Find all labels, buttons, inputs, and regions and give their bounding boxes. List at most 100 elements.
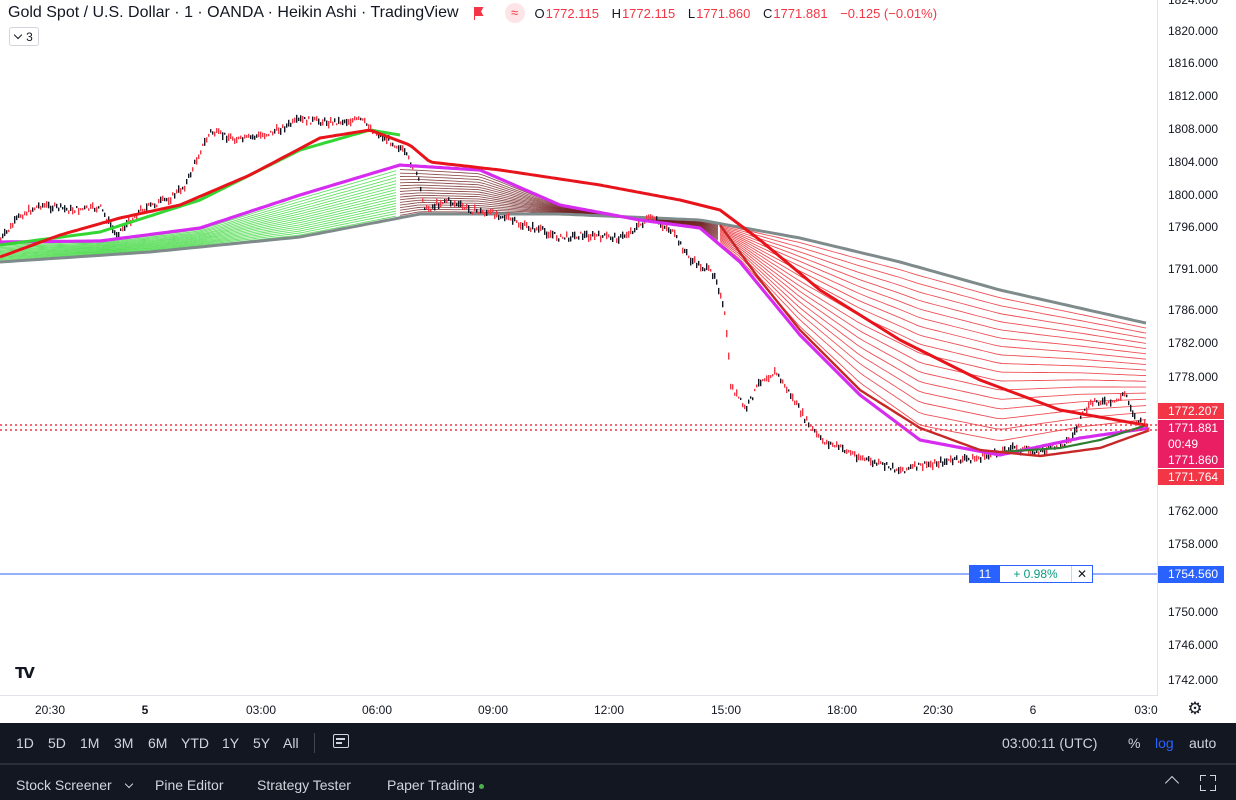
price-tick-label: 1808.000 [1168,122,1219,136]
candle [378,132,380,139]
candle [226,135,228,143]
candle [620,234,622,238]
range-button-1y[interactable]: 1Y [222,735,240,751]
ribbon-line [719,225,1147,334]
range-button-5d[interactable]: 5D [48,735,66,751]
tab-pine-editor[interactable]: Pine Editor [155,777,224,793]
candle [136,214,138,220]
candle [876,462,878,466]
candle [826,439,828,445]
candle [756,384,758,388]
candle [804,418,806,424]
candle [478,211,480,215]
candle [592,231,594,237]
symbol-title[interactable]: Gold Spot / U.S. Dollar · 1 · OANDA · He… [8,4,459,21]
candle [774,367,776,375]
candle [770,375,772,379]
candle [298,117,300,121]
candle [444,199,446,203]
range-button-1m[interactable]: 1M [80,735,100,751]
candle [882,462,884,465]
range-button-3m[interactable]: 3M [114,735,134,751]
candle [1080,415,1082,419]
candle [746,406,748,412]
range-button-all[interactable]: All [283,735,299,751]
percent-toggle[interactable]: % [1128,735,1141,751]
candle [40,205,42,210]
tab-strategy-tester[interactable]: Strategy Tester [257,777,351,793]
candle [638,220,640,228]
gear-icon[interactable]: ⚙ [1187,699,1203,718]
position-box[interactable]: 11 + 0.98% ✕ [969,565,1093,583]
candle [758,378,760,387]
range-button-5y[interactable]: 5Y [253,735,271,751]
candle [244,134,246,139]
ribbon-line [719,231,1147,366]
candle [164,197,166,202]
candle [14,216,16,224]
range-button-1d[interactable]: 1D [16,735,34,751]
time-axis[interactable]: 20:30 5 03:00 06:00 09:00 12:00 15:00 18:00 20:3… [0,695,1158,724]
wave-icon[interactable]: ≈ [504,3,525,23]
log-toggle[interactable]: log [1155,735,1174,751]
auto-toggle[interactable]: auto [1189,735,1217,751]
candle [1118,398,1120,402]
tab-paper-trading[interactable]: Paper Trading [387,777,484,793]
candle [418,177,420,181]
candle [890,468,892,471]
candle [914,461,916,468]
indicators-toggle-button[interactable]: 3 [9,27,39,46]
candle [1026,445,1028,450]
candle [408,155,410,160]
candle [862,455,864,461]
candle [118,232,120,238]
candle [822,438,824,444]
candle [120,228,122,231]
red-ma-line [0,128,1149,428]
chevron-up-icon[interactable] [1164,775,1180,791]
tradingview-logo[interactable]: TV [15,664,35,682]
candle [270,130,272,133]
candle [606,231,608,240]
close-icon[interactable]: ✕ [1071,566,1092,582]
candle [208,133,210,137]
candle [46,201,48,208]
candle [604,233,606,236]
candle [734,392,736,396]
candle [220,130,222,135]
candle [62,207,64,210]
utc-clock[interactable]: 03:00:11 (UTC) [1002,735,1098,751]
candle [508,213,510,221]
chevron-down-icon[interactable] [124,779,133,789]
candle [884,463,886,471]
fullscreen-icon[interactable] [1200,775,1216,791]
candle [364,117,366,124]
price-chart[interactable] [0,0,1158,695]
candle [260,131,262,139]
candle [824,442,826,445]
range-button-ytd[interactable]: YTD [181,735,209,751]
price-tick-label: 1800.000 [1168,188,1219,202]
candle [664,225,666,229]
calendar-icon[interactable] [333,734,349,748]
candle [190,172,192,178]
position-qty[interactable]: 11 [970,566,1000,582]
candle [10,222,12,229]
candle [594,232,596,240]
candle [740,397,742,400]
candle [1134,413,1136,420]
time-tick-label: 12:00 [593,703,625,717]
flag-icon[interactable] [473,6,487,20]
range-button-6m[interactable]: 6M [148,735,168,751]
last-price-value: 1771.881 [1168,421,1219,435]
candle [938,461,940,469]
candle [788,389,790,392]
candle [912,464,914,469]
tab-stock-screener[interactable]: Stock Screener [16,777,133,793]
candle [356,117,358,121]
ribbon-line [0,194,397,254]
candle [838,444,840,450]
candle [808,422,810,428]
candle [626,231,628,239]
candle [406,152,408,156]
